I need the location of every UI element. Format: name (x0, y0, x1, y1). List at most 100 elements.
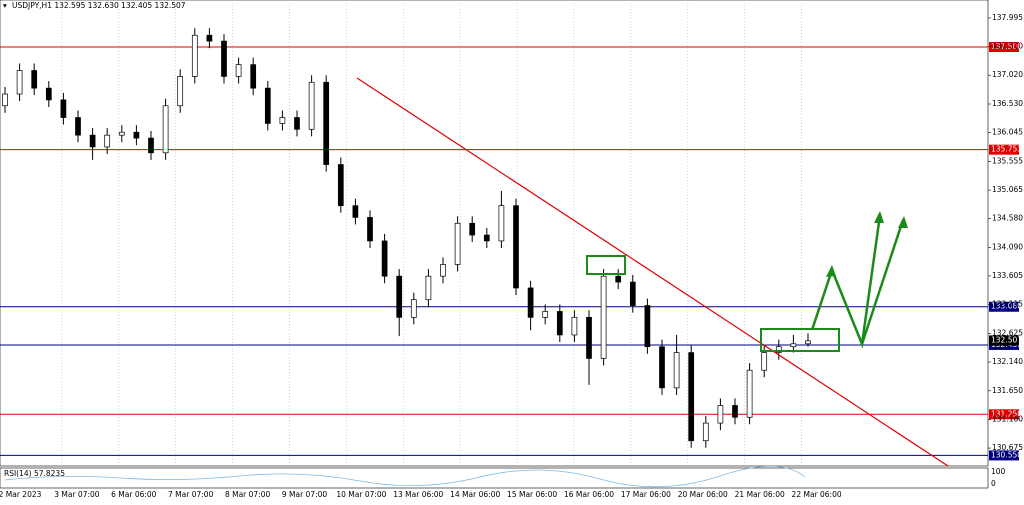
price-label: 132.507 (991, 335, 1022, 344)
chart-title: USDJPY,H1 132.595 132.630 132.405 132.50… (12, 1, 186, 10)
y-tick-label: 133.115 (992, 300, 1023, 309)
x-tick-label: 9 Mar 07:00 (282, 490, 328, 499)
x-tick-label: 3 Mar 07:00 (54, 490, 100, 499)
candle-body (600, 275, 607, 359)
candle-body (629, 281, 636, 306)
rsi-line (4, 465, 806, 488)
candle-body (586, 316, 592, 359)
candle-body (644, 305, 651, 348)
x-tick-label: 2 Mar 2023 (0, 490, 42, 499)
candle-body (732, 405, 738, 418)
x-tick-label: 8 Mar 07:00 (225, 490, 271, 499)
y-tick-label: 132.625 (992, 328, 1023, 337)
candle-body (250, 64, 257, 89)
candle-body (31, 70, 38, 89)
plot-frame (0, 0, 989, 467)
candle-body (673, 352, 680, 389)
candle-body (571, 316, 578, 336)
trend-line (356, 77, 949, 467)
y-tick-label: 132.140 (992, 357, 1023, 366)
candle-body (469, 222, 476, 236)
candle-body (498, 205, 505, 242)
y-tick-label: 133.605 (992, 271, 1023, 280)
arrow-head (898, 216, 908, 228)
candle-body (425, 275, 432, 301)
candle-body (381, 240, 388, 277)
x-tick-label: 7 Mar 07:00 (168, 490, 214, 499)
candle-body (761, 352, 768, 371)
candle-body (367, 217, 373, 242)
y-tick-label: 130.675 (992, 443, 1023, 452)
candle-body (542, 311, 549, 318)
candle-body (133, 131, 140, 139)
candle-body (89, 134, 96, 148)
candle-body (352, 205, 359, 218)
candle-body (308, 81, 315, 130)
y-tick-label: 135.065 (992, 185, 1023, 194)
y-tick-label: 137.020 (992, 70, 1023, 79)
candle-body (221, 40, 227, 77)
candle-body (483, 234, 490, 242)
candle-body (410, 299, 417, 318)
levels: 137.500135.753133.080132.430131.250130.5… (0, 42, 1022, 461)
x-tick-label: 13 Mar 06:00 (393, 490, 443, 499)
candle-body (162, 105, 169, 154)
candle-body (396, 275, 403, 318)
projection-arrow (860, 219, 905, 345)
candle-body (118, 131, 125, 136)
candle-body (556, 311, 563, 336)
candle-body (323, 81, 330, 165)
candle-body (294, 117, 300, 130)
candle-body (60, 99, 67, 118)
candles (2, 28, 811, 448)
arrow-head (874, 211, 884, 223)
candle-body (775, 346, 782, 353)
level-tag (989, 42, 1019, 53)
candle-body (235, 64, 242, 77)
candle-body (337, 164, 344, 207)
level-tag (989, 144, 1019, 155)
level-tag (989, 301, 1019, 312)
candle-body (805, 340, 811, 345)
candle-body (440, 264, 446, 277)
x-tick-label: 16 Mar 06:00 (564, 490, 614, 499)
y-tick-label: 135.555 (992, 156, 1023, 165)
candle-body (702, 422, 709, 442)
x-tick-label: 17 Mar 06:00 (621, 490, 671, 499)
candle-body (148, 137, 154, 154)
candle-body (615, 275, 622, 283)
y-tick-label: 137.995 (992, 13, 1023, 22)
candle-body (206, 34, 213, 42)
x-tick-label: 21 Mar 06:00 (735, 490, 785, 499)
candle-body (454, 222, 461, 265)
highlight-box (760, 328, 840, 352)
rsi-tick-label: 100 (991, 467, 1006, 476)
arrow-head (826, 265, 836, 277)
y-tick-label: 131.160 (992, 415, 1023, 424)
level-label: 130.550 (991, 450, 1022, 459)
price-tag (989, 335, 1019, 346)
level-label: 137.500 (991, 42, 1022, 51)
y-tick-label: 136.530 (992, 99, 1023, 108)
level-label: 135.753 (991, 145, 1022, 154)
level-tag (989, 409, 1019, 420)
level-label: 131.250 (991, 409, 1022, 418)
candle-body (104, 134, 111, 148)
rsi-tick-label: 0 (991, 479, 996, 488)
level-label: 133.080 (991, 302, 1022, 311)
candle-body (790, 343, 797, 348)
candle-body (177, 76, 184, 107)
menu-arrow: ▾ (3, 1, 7, 10)
candle-body (45, 87, 52, 101)
rsi-label: RSI(14) 57.8235 (4, 469, 65, 478)
projection-arrow (810, 214, 882, 349)
x-tick-label: 14 Mar 06:00 (450, 490, 500, 499)
candle-body (746, 369, 753, 418)
x-tick-label: 15 Mar 06:00 (507, 490, 557, 499)
highlight-box (586, 255, 626, 275)
candle-body (264, 87, 271, 124)
candle-body (513, 205, 519, 289)
y-tick-label: 136.045 (992, 128, 1023, 137)
y-tick-label: 134.090 (992, 242, 1023, 251)
